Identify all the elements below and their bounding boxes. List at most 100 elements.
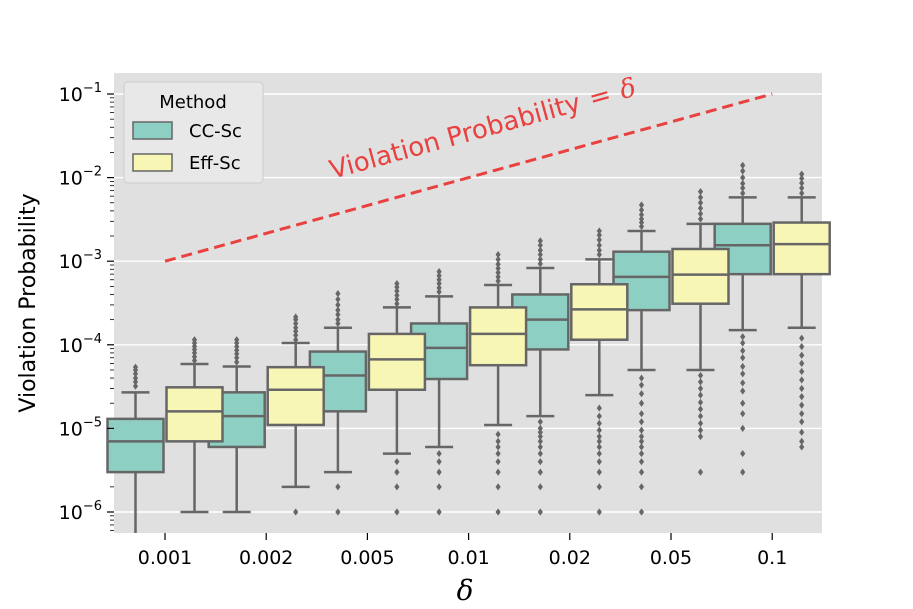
outlier-point xyxy=(799,189,805,197)
outlier-point xyxy=(799,428,805,436)
outlier-point xyxy=(132,382,139,390)
outlier-point xyxy=(436,468,442,476)
outlier-point xyxy=(394,291,400,299)
y-tick-label-exponent: −5 xyxy=(83,415,102,430)
legend-swatch-eff-sc xyxy=(132,153,173,172)
outlier-point xyxy=(293,313,299,321)
outlier-point xyxy=(740,410,746,418)
outlier-point xyxy=(537,260,543,268)
outlier-point xyxy=(537,428,543,436)
outlier-point xyxy=(495,443,501,451)
outlier-point xyxy=(697,371,704,380)
outlier-point xyxy=(537,437,543,445)
outlier-point xyxy=(234,358,240,366)
x-tick-label: 0.001 xyxy=(138,547,192,569)
outlier-point xyxy=(335,306,341,314)
x-axis-ticks: 0.001 0.002 0.005 0.01 0.02 0.05 0.1 xyxy=(138,533,787,569)
outlier-point xyxy=(799,184,805,192)
outlier-point xyxy=(293,319,299,328)
outlier-point xyxy=(740,379,746,387)
outlier-point xyxy=(132,378,139,386)
x-tick-label: 0.002 xyxy=(239,547,293,569)
outlier-point xyxy=(436,483,442,491)
outlier-point xyxy=(495,264,501,273)
outlier-point xyxy=(335,316,341,324)
y-tick-label-exponent: −2 xyxy=(83,165,102,180)
outlier-point xyxy=(799,418,805,426)
outlier-point xyxy=(799,351,805,359)
outlier-point xyxy=(697,391,704,399)
legend-label-eff-sc: Eff-Sc xyxy=(189,153,241,174)
legend-swatch-cc-sc xyxy=(132,121,173,140)
box xyxy=(671,247,730,305)
outlier-point xyxy=(596,437,602,445)
outlier-point xyxy=(293,331,299,339)
outlier-point xyxy=(638,374,645,382)
outlier-point xyxy=(596,241,602,249)
outlier-point xyxy=(638,426,645,434)
outlier-point xyxy=(132,363,139,371)
outlier-point xyxy=(335,508,341,516)
outlier-point xyxy=(537,468,543,476)
outlier-point xyxy=(596,432,602,441)
outlier-point xyxy=(596,419,602,427)
outlier-point xyxy=(537,237,543,245)
outlier-point xyxy=(638,483,645,491)
outlier-point xyxy=(436,449,442,458)
x-tick-label: 0.02 xyxy=(549,547,591,569)
outlier-point xyxy=(537,424,543,432)
outlier-point xyxy=(495,260,501,268)
outlier-point xyxy=(740,449,746,458)
outlier-point xyxy=(799,437,805,445)
outlier-point xyxy=(697,193,704,201)
outlier-point xyxy=(697,468,704,476)
outlier-point xyxy=(436,268,442,276)
outlier-point xyxy=(638,449,645,458)
legend-title: Method xyxy=(159,92,227,113)
outlier-point xyxy=(697,432,704,441)
reference-line-label-symbol: δ xyxy=(616,73,639,106)
outlier-point xyxy=(436,276,442,284)
y-tick-label-exponent: −6 xyxy=(83,499,102,514)
outlier-point xyxy=(697,412,704,420)
y-tick-label-exponent: −4 xyxy=(83,332,102,347)
outlier-point xyxy=(799,359,805,367)
outlier-point xyxy=(638,381,645,389)
outlier-point xyxy=(697,398,704,406)
outlier-point xyxy=(799,174,805,182)
x-tick-label: 0.1 xyxy=(757,547,787,569)
outlier-point xyxy=(436,284,442,292)
outlier-point xyxy=(234,336,240,344)
outlier-point xyxy=(191,356,198,365)
outlier-point xyxy=(394,483,400,491)
outlier-point xyxy=(740,354,746,362)
y-tick-label-base: 10 xyxy=(59,502,83,524)
outlier-point xyxy=(596,227,602,235)
y-axis-label: Violation Probability xyxy=(16,193,41,412)
outlier-point xyxy=(596,426,602,434)
outlier-point xyxy=(799,170,805,178)
y-tick-label-base: 10 xyxy=(59,335,83,357)
outlier-point xyxy=(697,215,704,223)
outlier-point xyxy=(740,362,746,371)
outlier-point xyxy=(335,483,341,491)
outlier-point xyxy=(638,418,645,426)
outlier-point xyxy=(638,432,645,441)
outlier-point xyxy=(537,458,543,466)
outlier-point xyxy=(638,508,645,516)
outlier-point xyxy=(697,204,704,212)
outlier-point xyxy=(537,418,543,426)
box xyxy=(772,221,831,276)
outlier-point xyxy=(740,161,746,169)
outlier-point xyxy=(740,347,746,355)
y-tick-label: 10−6 xyxy=(59,499,102,524)
outlier-point xyxy=(799,343,805,351)
box xyxy=(468,306,528,367)
outlier-point xyxy=(495,277,501,285)
outlier-point xyxy=(596,404,602,412)
outlier-point xyxy=(537,241,543,249)
outlier-point xyxy=(495,273,501,281)
outlier-point xyxy=(495,468,501,476)
outlier-point xyxy=(234,343,240,351)
outlier-point xyxy=(436,508,442,516)
